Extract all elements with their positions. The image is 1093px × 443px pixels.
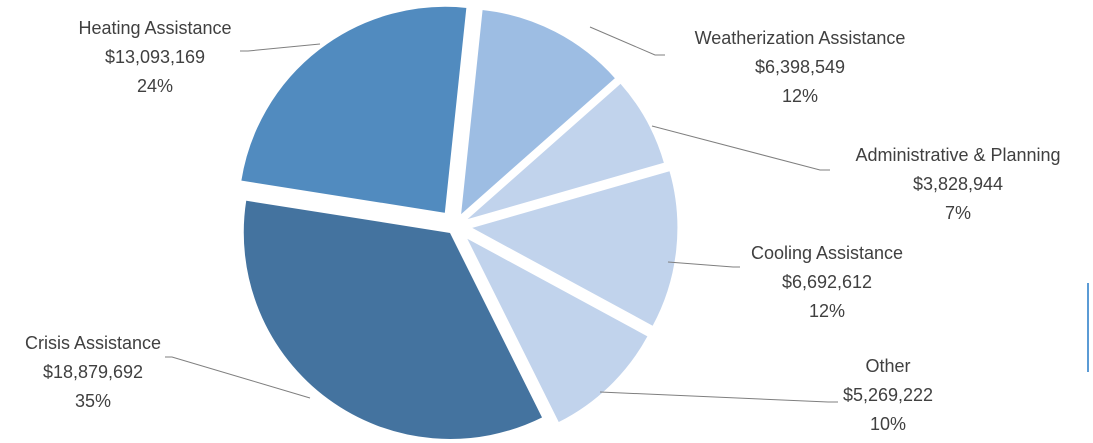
leader-line-crisis-assistance [165, 356, 311, 399]
leader-line-cooling-assistance [667, 261, 740, 268]
label-percent-weatherization-assistance: 12% [782, 86, 818, 106]
label-name-weatherization-assistance: Weatherization Assistance [695, 28, 906, 48]
leader-line-administrative-and-planning [651, 125, 830, 171]
label-value-weatherization-assistance: $6,398,549 [755, 57, 845, 77]
label-other: Other $5,269,222 10% [843, 356, 933, 434]
label-percent-administrative-and-planning: 7% [945, 203, 971, 223]
label-name-cooling-assistance: Cooling Assistance [751, 243, 903, 263]
label-percent-crisis-assistance: 35% [75, 391, 111, 411]
slice-other [464, 236, 649, 424]
leader-line-heating-assistance [240, 43, 321, 52]
leader-line-weatherization-assistance [589, 26, 665, 56]
slice-weatherization-assistance [459, 8, 617, 217]
label-cooling-assistance: Cooling Assistance $6,692,612 12% [751, 243, 903, 321]
label-percent-other: 10% [870, 414, 906, 434]
label-value-crisis-assistance: $18,879,692 [43, 362, 143, 382]
label-administrative-and-planning: Administrative & Planning $3,828,944 7% [855, 145, 1060, 223]
pie-slices [240, 5, 679, 440]
label-name-heating-assistance: Heating Assistance [78, 18, 231, 38]
label-name-other: Other [865, 356, 910, 376]
label-heating-assistance: Heating Assistance $13,093,169 24% [78, 18, 231, 96]
label-name-administrative-and-planning: Administrative & Planning [855, 145, 1060, 165]
label-value-cooling-assistance: $6,692,612 [782, 272, 872, 292]
label-value-administrative-and-planning: $3,828,944 [913, 174, 1003, 194]
slice-labels: Weatherization Assistance $6,398,549 12% Ad… [25, 18, 1061, 434]
slice-cooling-assistance [469, 169, 679, 328]
label-value-heating-assistance: $13,093,169 [105, 47, 205, 67]
label-weatherization-assistance: Weatherization Assistance $6,398,549 12% [695, 28, 906, 106]
leader-lines [165, 26, 838, 403]
label-crisis-assistance: Crisis Assistance $18,879,692 35% [25, 333, 161, 411]
slice-crisis-assistance [242, 199, 544, 440]
leader-line-other [599, 391, 838, 403]
label-value-other: $5,269,222 [843, 385, 933, 405]
label-percent-cooling-assistance: 12% [809, 301, 845, 321]
slice-heating-assistance [240, 5, 468, 214]
slice-administrative-and-planning [465, 82, 666, 221]
label-name-crisis-assistance: Crisis Assistance [25, 333, 161, 353]
label-percent-heating-assistance: 24% [137, 76, 173, 96]
